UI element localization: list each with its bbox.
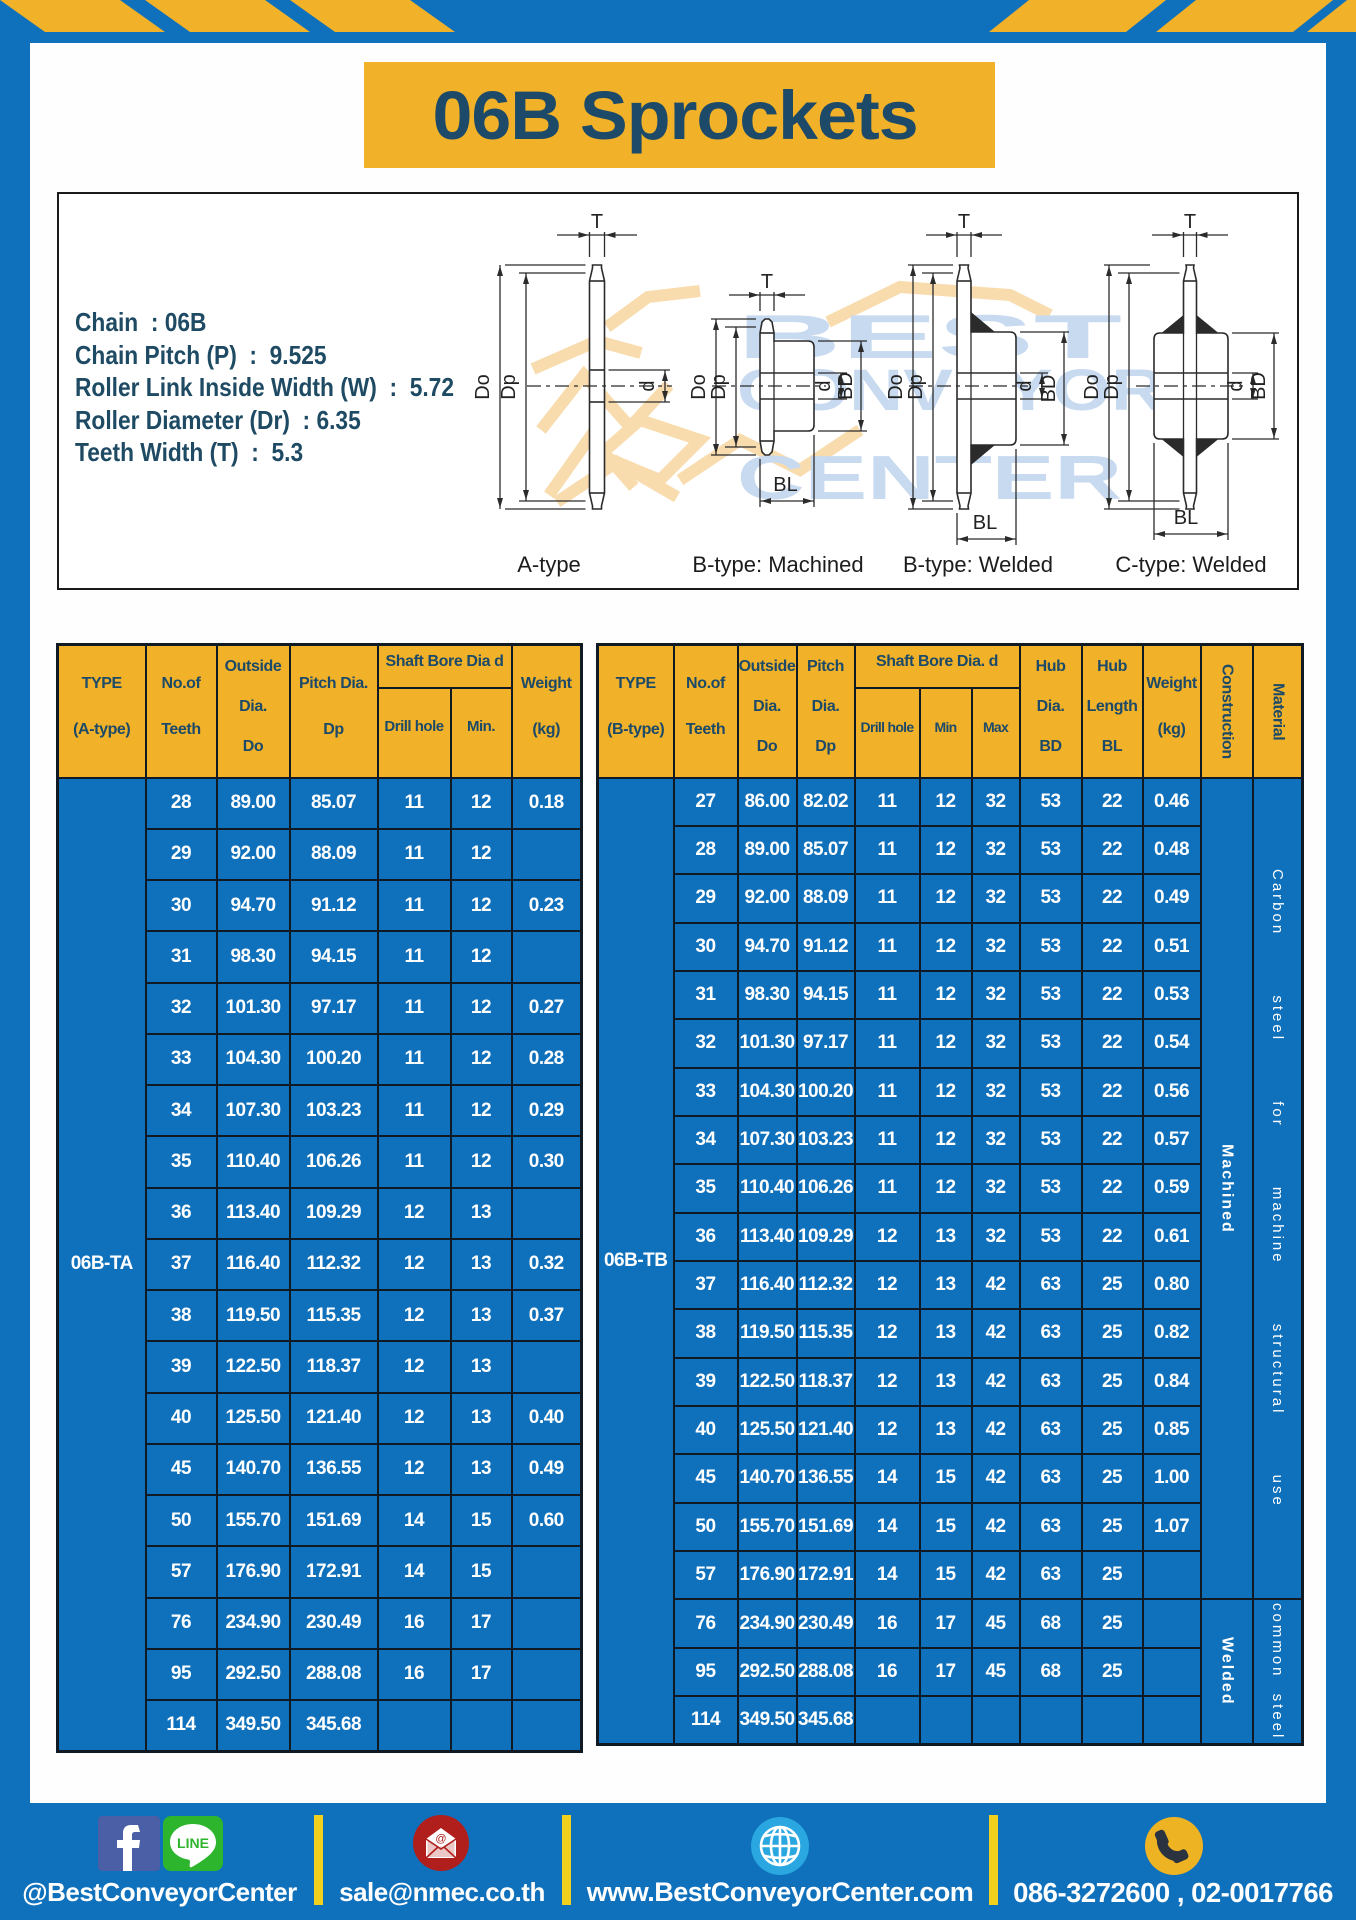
svg-text:Do: Do (1081, 374, 1103, 400)
svg-text:d: d (1014, 380, 1036, 391)
svg-text:Do: Do (688, 374, 710, 400)
svg-text:B-type: Machined: B-type: Machined (692, 552, 863, 577)
svg-text:d: d (1225, 380, 1247, 391)
svg-text:C-type: Welded: C-type: Welded (1115, 552, 1266, 577)
svg-text:BD: BD (1248, 372, 1270, 400)
svg-text:LINE: LINE (177, 1835, 209, 1851)
svg-text:BD: BD (835, 372, 857, 400)
svg-text:Dp: Dp (905, 374, 927, 400)
svg-text:Dp: Dp (708, 374, 730, 400)
svg-text:d: d (813, 380, 835, 391)
svg-text:T: T (761, 271, 773, 293)
svg-text:A-type: A-type (517, 552, 581, 577)
svg-text:B-type: Welded: B-type: Welded (903, 552, 1053, 577)
svg-text:BL: BL (1174, 507, 1198, 529)
svg-text:BD: BD (1038, 375, 1060, 403)
svg-text:Do: Do (885, 374, 907, 400)
svg-text:Do: Do (472, 374, 494, 400)
svg-text:Dp: Dp (498, 374, 520, 400)
svg-text:BL: BL (773, 474, 797, 496)
svg-text:T: T (591, 211, 603, 233)
svg-text:@: @ (435, 1833, 446, 1845)
svg-text:T: T (958, 211, 970, 233)
svg-text:BL: BL (973, 512, 997, 534)
svg-text:Dp: Dp (1101, 374, 1123, 400)
svg-text:d: d (637, 380, 659, 391)
svg-text:T: T (1184, 211, 1196, 233)
